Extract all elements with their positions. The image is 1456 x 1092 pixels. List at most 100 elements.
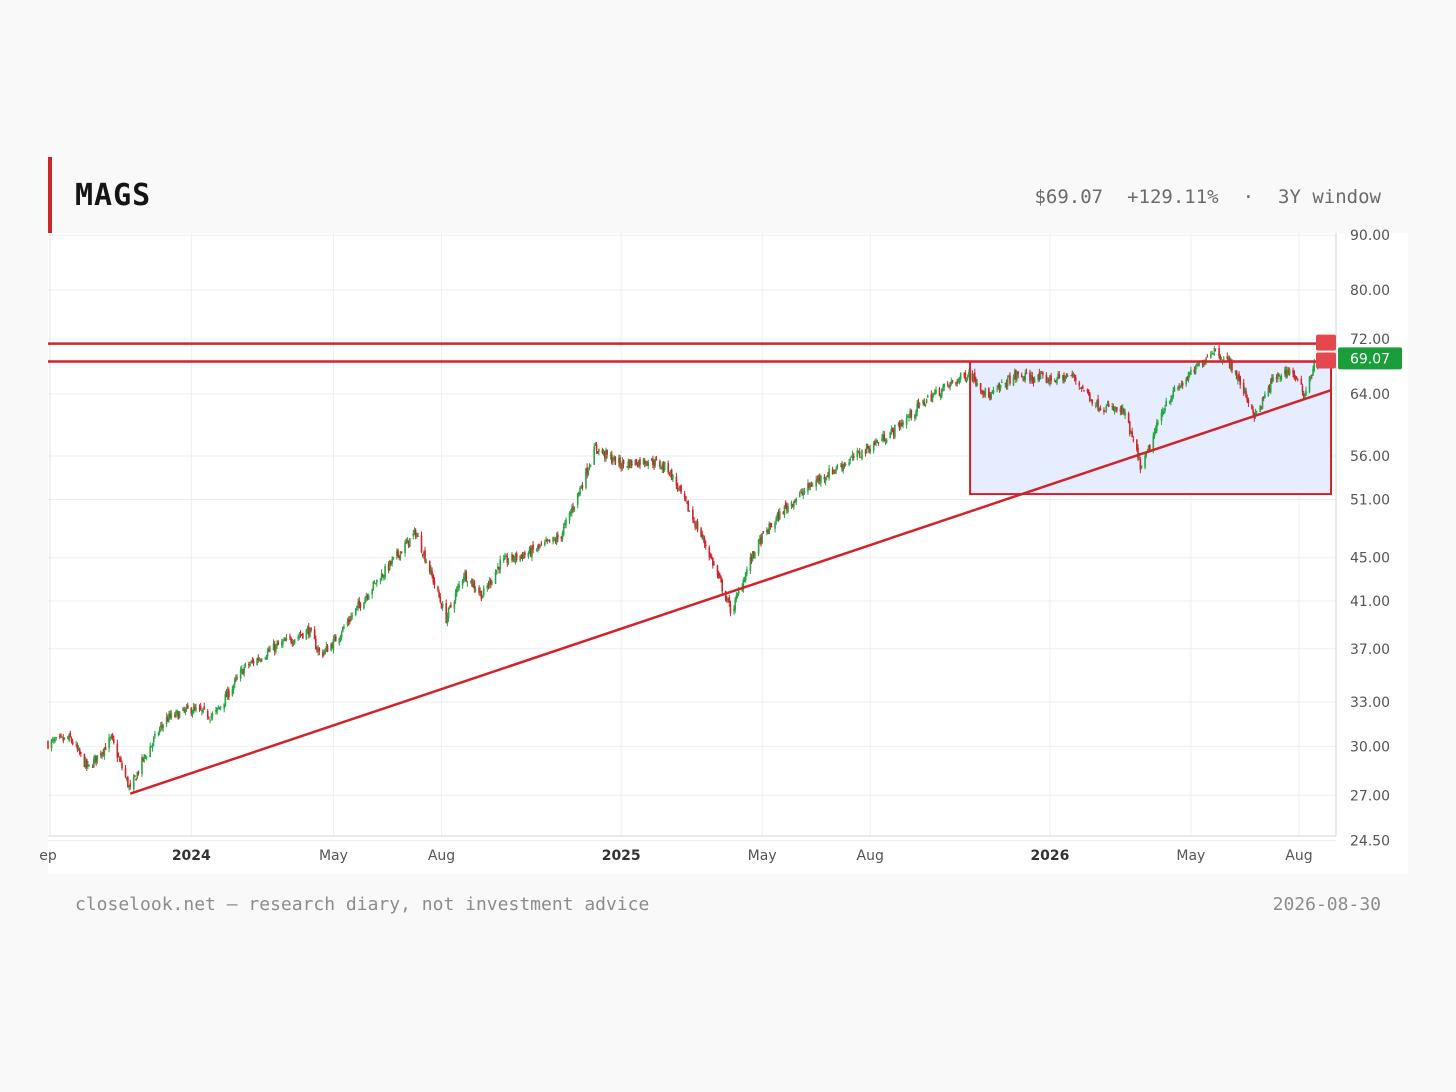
candle-body	[702, 537, 705, 540]
candle-body	[407, 540, 410, 546]
candle-body	[1238, 373, 1240, 378]
candle-body	[412, 533, 415, 536]
candle-body	[495, 569, 498, 574]
candle-body	[363, 602, 365, 609]
candle-body	[1140, 465, 1143, 468]
candle-body	[277, 641, 280, 645]
candle-body	[894, 424, 896, 438]
candle-body	[579, 487, 581, 495]
candle-body	[683, 493, 686, 497]
candle-body	[948, 385, 950, 387]
candle-body	[1024, 373, 1027, 380]
candle-body	[650, 458, 653, 461]
candle-body	[1188, 372, 1191, 374]
candle-body	[841, 464, 843, 469]
candle-body	[801, 492, 803, 494]
candle-body	[53, 738, 55, 741]
candle-body	[55, 737, 58, 739]
candle-body	[309, 628, 311, 638]
candle-body	[398, 555, 401, 559]
candle-body	[478, 587, 480, 593]
candle-body	[1046, 380, 1049, 382]
candle-body	[511, 553, 513, 561]
candle-body	[561, 533, 564, 540]
candle-body	[494, 572, 497, 584]
candle-body	[890, 428, 893, 434]
candle-body	[884, 441, 887, 444]
candle-body	[1009, 375, 1011, 384]
candle-body	[1132, 439, 1135, 441]
candle-body	[488, 579, 491, 585]
candle-body	[330, 644, 332, 651]
candle-body	[1047, 378, 1050, 382]
candle-body	[1284, 369, 1286, 375]
candle-body	[208, 718, 210, 720]
candle-body	[313, 629, 316, 640]
candle-body	[1136, 439, 1138, 450]
candle-body	[973, 372, 976, 382]
candle-body	[1235, 371, 1238, 380]
candle-body	[272, 643, 275, 651]
candle-body	[612, 461, 614, 463]
y-tick-label: 56.00	[1350, 449, 1390, 465]
candle-body	[85, 759, 88, 768]
candle-body	[809, 484, 812, 487]
candle-body	[1022, 377, 1024, 379]
candle-body	[103, 747, 106, 756]
candle-body	[996, 388, 998, 390]
candle-body	[1222, 358, 1225, 360]
candle-body	[942, 386, 944, 391]
candle-body	[317, 648, 319, 652]
candle-body	[606, 449, 608, 455]
candle-body	[782, 512, 785, 515]
candle-body	[356, 605, 358, 609]
candle-body	[289, 635, 291, 638]
candle-body	[908, 417, 910, 418]
candle-body	[244, 663, 247, 666]
candle-body	[117, 756, 120, 757]
candle-body	[856, 450, 859, 458]
candle-body	[333, 636, 336, 639]
candle-body	[619, 457, 621, 466]
candle-body	[593, 446, 595, 465]
candle-body	[346, 621, 349, 626]
candle-body	[1096, 400, 1098, 406]
candle-body	[726, 599, 728, 601]
candle-body	[560, 536, 563, 539]
candle-body	[926, 395, 929, 398]
candle-body	[635, 459, 638, 465]
candle-body	[183, 710, 186, 711]
candle-body	[1259, 405, 1261, 412]
candle-body	[366, 596, 369, 598]
candle-body	[490, 579, 492, 585]
candle-body	[209, 719, 211, 721]
candle-body	[1179, 386, 1182, 388]
candle-body	[1269, 379, 1272, 393]
candle-body	[834, 469, 836, 471]
candle-body	[609, 455, 612, 457]
candle-body	[529, 548, 532, 557]
candle-body	[924, 403, 927, 407]
candle-body	[519, 555, 521, 561]
candle-body	[1177, 387, 1179, 390]
candle-body	[1062, 374, 1064, 380]
candle-body	[481, 596, 484, 599]
candle-body	[798, 493, 801, 498]
candle-body	[1197, 365, 1199, 366]
candle-body	[925, 399, 928, 403]
candle-body	[700, 528, 702, 537]
candle-body	[177, 712, 180, 720]
candle-body	[1078, 382, 1081, 386]
candle-body	[1260, 407, 1263, 409]
candle-body	[1144, 455, 1146, 468]
candle-body	[1038, 372, 1041, 380]
candle-body	[531, 546, 533, 558]
candle-body	[1104, 411, 1106, 412]
candle-body	[242, 669, 244, 675]
candle-body	[1131, 431, 1133, 438]
candle-body	[1245, 390, 1247, 398]
candle-body	[1300, 378, 1303, 385]
candle-body	[630, 460, 633, 466]
candle-body	[58, 736, 61, 738]
candle-body	[236, 677, 238, 679]
